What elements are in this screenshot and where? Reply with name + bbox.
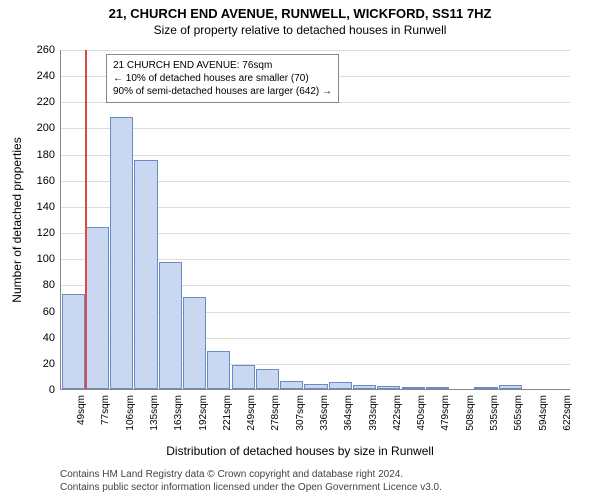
x-tick-label: 393sqm [368, 395, 379, 431]
y-tick-label: 100 [37, 253, 55, 265]
grid-line [61, 50, 570, 51]
histogram-bar [62, 294, 85, 389]
x-tick-label: 622sqm [562, 395, 573, 431]
x-tick-label: 336sqm [319, 395, 330, 431]
y-tick-label: 20 [43, 358, 55, 370]
x-tick-label: 163sqm [173, 395, 184, 431]
x-tick-label: 479sqm [440, 395, 451, 431]
x-tick-label: 565sqm [513, 395, 524, 431]
grid-line [61, 155, 570, 156]
y-axis-label: Number of detached properties [10, 137, 24, 302]
chart-title-main: 21, CHURCH END AVENUE, RUNWELL, WICKFORD… [0, 0, 600, 21]
histogram-bar [183, 297, 206, 389]
info-box: 21 CHURCH END AVENUE: 76sqm← 10% of deta… [106, 54, 339, 103]
x-tick-label: 278sqm [270, 395, 281, 431]
x-tick-label: 249sqm [246, 395, 257, 431]
histogram-bar [232, 365, 255, 389]
histogram-bar [86, 227, 109, 389]
histogram-bar [402, 387, 425, 389]
y-tick-label: 0 [49, 384, 55, 396]
x-tick-label: 422sqm [392, 395, 403, 431]
histogram-bar [110, 117, 133, 389]
histogram-bar [426, 387, 449, 389]
x-tick-label: 106sqm [125, 395, 136, 431]
footer-line-1: Contains HM Land Registry data © Crown c… [60, 468, 442, 481]
y-tick-label: 80 [43, 279, 55, 291]
x-tick-label: 535sqm [489, 395, 500, 431]
x-axis-label: Distribution of detached houses by size … [0, 444, 600, 458]
y-tick-label: 40 [43, 332, 55, 344]
info-line-2: ← 10% of detached houses are smaller (70… [113, 72, 332, 85]
x-tick-label: 49sqm [76, 395, 87, 425]
histogram-bar [207, 351, 230, 389]
histogram-bar [134, 160, 157, 389]
y-tick-label: 120 [37, 227, 55, 239]
histogram-bar [353, 385, 376, 389]
grid-line [61, 128, 570, 129]
info-line-3: 90% of semi-detached houses are larger (… [113, 85, 332, 98]
y-tick-label: 180 [37, 149, 55, 161]
y-tick-label: 200 [37, 122, 55, 134]
y-tick-label: 220 [37, 96, 55, 108]
x-tick-label: 307sqm [295, 395, 306, 431]
chart-title-sub: Size of property relative to detached ho… [0, 21, 600, 37]
footer-attribution: Contains HM Land Registry data © Crown c… [60, 468, 442, 494]
histogram-bar [304, 384, 327, 389]
footer-line-2: Contains public sector information licen… [60, 481, 442, 494]
x-tick-label: 221sqm [222, 395, 233, 431]
x-tick-label: 135sqm [149, 395, 160, 431]
histogram-bar [377, 386, 400, 389]
histogram-bar [499, 385, 522, 389]
y-tick-label: 60 [43, 306, 55, 318]
x-tick-label: 364sqm [343, 395, 354, 431]
y-tick-label: 160 [37, 175, 55, 187]
chart-plot-area: 21 CHURCH END AVENUE: 76sqm← 10% of deta… [60, 50, 570, 390]
info-line-1: 21 CHURCH END AVENUE: 76sqm [113, 59, 332, 72]
histogram-bar [280, 381, 303, 389]
x-tick-label: 450sqm [416, 395, 427, 431]
x-tick-label: 594sqm [538, 395, 549, 431]
x-tick-label: 77sqm [100, 395, 111, 425]
y-tick-label: 240 [37, 70, 55, 82]
histogram-bar [329, 382, 352, 389]
histogram-bar [474, 387, 497, 389]
y-tick-label: 260 [37, 44, 55, 56]
x-tick-label: 508sqm [465, 395, 476, 431]
y-tick-label: 140 [37, 201, 55, 213]
histogram-bar [159, 262, 182, 389]
reference-line [85, 50, 87, 389]
histogram-bar [256, 369, 279, 389]
x-tick-label: 192sqm [198, 395, 209, 431]
